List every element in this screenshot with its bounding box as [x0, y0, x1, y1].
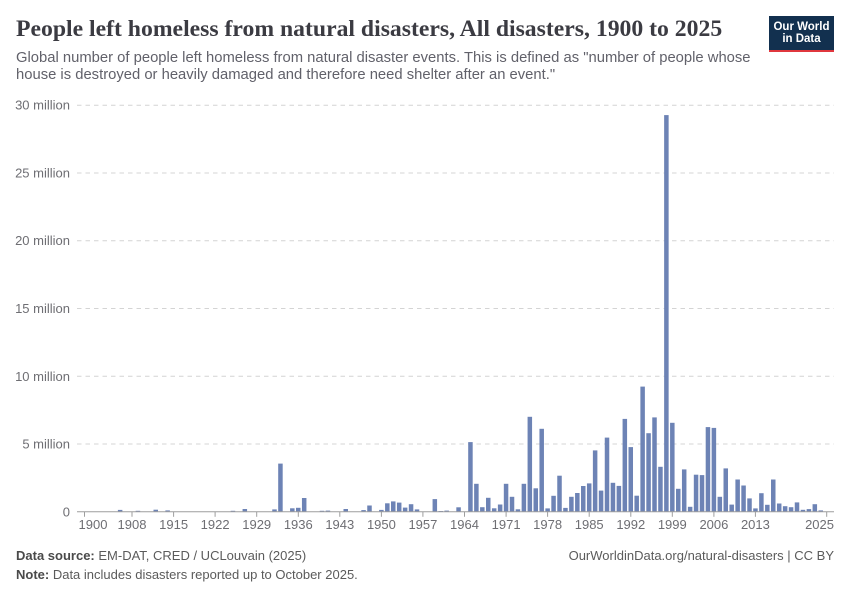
svg-text:25 million: 25 million	[15, 166, 70, 181]
svg-text:30 million: 30 million	[15, 98, 70, 113]
svg-text:2013: 2013	[741, 517, 770, 532]
svg-text:1900: 1900	[79, 517, 108, 532]
svg-text:1992: 1992	[616, 517, 645, 532]
svg-text:1908: 1908	[118, 517, 147, 532]
svg-text:1943: 1943	[325, 517, 354, 532]
svg-text:1971: 1971	[492, 517, 521, 532]
svg-text:20 million: 20 million	[15, 233, 70, 248]
svg-text:1936: 1936	[284, 517, 313, 532]
svg-text:1929: 1929	[242, 517, 271, 532]
svg-text:1950: 1950	[367, 517, 396, 532]
svg-text:1922: 1922	[201, 517, 230, 532]
svg-text:2025: 2025	[805, 517, 834, 532]
svg-text:0: 0	[63, 504, 70, 519]
svg-text:1915: 1915	[159, 517, 188, 532]
svg-text:1999: 1999	[658, 517, 687, 532]
svg-text:10 million: 10 million	[15, 369, 70, 384]
svg-text:15 million: 15 million	[15, 301, 70, 316]
svg-text:5 million: 5 million	[22, 437, 70, 452]
svg-text:1957: 1957	[408, 517, 437, 532]
svg-text:1978: 1978	[533, 517, 562, 532]
svg-text:2006: 2006	[699, 517, 728, 532]
svg-text:1964: 1964	[450, 517, 479, 532]
svg-text:1985: 1985	[575, 517, 604, 532]
